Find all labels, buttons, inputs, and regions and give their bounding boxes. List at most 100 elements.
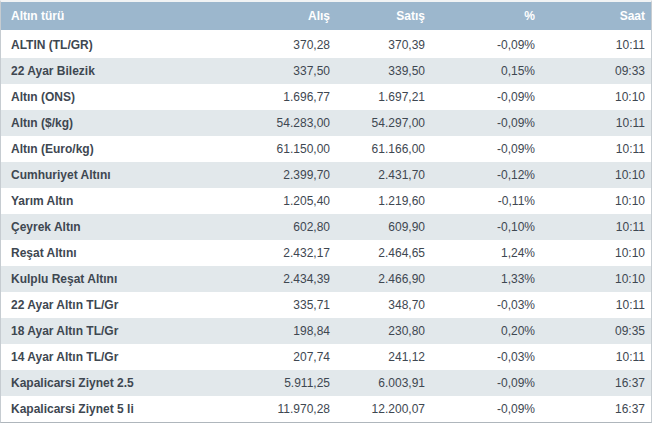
cell-type: Altın (Euro/kg) [1,136,239,162]
cell-buy: 5.911,25 [239,370,336,396]
cell-pct: -0,11% [431,188,541,214]
cell-sell: 2.466,90 [336,266,431,292]
cell-time: 10:11 [541,214,651,240]
table-row: Kapalicarsi Ziynet 2.55.911,256.003,91-0… [1,370,651,396]
table-row: ALTIN (TL/GR)370,28370,39-0,09%10:11 [1,31,651,58]
cell-pct: 1,24% [431,240,541,266]
cell-buy: 1.205,40 [239,188,336,214]
cell-type: Kapalicarsi Ziynet 5 li [1,396,239,422]
table-row: 22 Ayar Bilezik337,50339,500,15%09:33 [1,58,651,84]
table-row: Yarım Altın1.205,401.219,60-0,11%10:10 [1,188,651,214]
cell-time: 10:10 [541,240,651,266]
cell-pct: -0,09% [431,84,541,110]
cell-sell: 6.003,91 [336,370,431,396]
cell-pct: 0,20% [431,318,541,344]
table-row: Cumhuriyet Altını2.399,702.431,70-0,12%1… [1,162,651,188]
cell-time: 16:37 [541,396,651,422]
cell-pct: -0,09% [431,31,541,58]
cell-type: Yarım Altın [1,188,239,214]
table-row: Altın (Euro/kg)61.150,0061.166,00-0,09%1… [1,136,651,162]
table-row: Çeyrek Altın602,80609,90-0,10%10:11 [1,214,651,240]
cell-pct: -0,09% [431,396,541,422]
table-row: Kulplu Reşat Altını2.434,392.466,901,33%… [1,266,651,292]
cell-buy: 198,84 [239,318,336,344]
cell-sell: 241,12 [336,344,431,370]
column-header-sell: Satış [336,2,431,31]
cell-time: 10:11 [541,31,651,58]
cell-sell: 1.697,21 [336,84,431,110]
column-header-buy: Alış [239,2,336,31]
cell-buy: 207,74 [239,344,336,370]
cell-type: Kapalicarsi Ziynet 2.5 [1,370,239,396]
table-row: Kapalicarsi Ziynet 5 li11.970,2812.200,0… [1,396,651,422]
cell-time: 10:11 [541,136,651,162]
cell-pct: -0,12% [431,162,541,188]
cell-sell: 54.297,00 [336,110,431,136]
cell-pct: -0,03% [431,292,541,318]
cell-time: 10:10 [541,162,651,188]
cell-type: 18 Ayar Altın TL/Gr [1,318,239,344]
cell-buy: 11.970,28 [239,396,336,422]
cell-sell: 2.431,70 [336,162,431,188]
cell-sell: 230,80 [336,318,431,344]
cell-time: 09:35 [541,318,651,344]
table-header: Altın türüAlışSatış%Saat [1,2,651,31]
cell-type: 22 Ayar Bilezik [1,58,239,84]
cell-pct: -0,10% [431,214,541,240]
cell-type: Altın ($/kg) [1,110,239,136]
gold-prices-table: Altın türüAlışSatış%Saat ALTIN (TL/GR)37… [1,2,651,422]
cell-time: 16:37 [541,370,651,396]
cell-pct: -0,09% [431,110,541,136]
table-row: 22 Ayar Altın TL/Gr335,71348,70-0,03%10:… [1,292,651,318]
cell-time: 10:10 [541,84,651,110]
cell-sell: 61.166,00 [336,136,431,162]
cell-type: Kulplu Reşat Altını [1,266,239,292]
cell-sell: 12.200,07 [336,396,431,422]
cell-buy: 335,71 [239,292,336,318]
cell-time: 10:11 [541,292,651,318]
table-row: Altın (ONS)1.696,771.697,21-0,09%10:10 [1,84,651,110]
cell-type: 14 Ayar Altın TL/Gr [1,344,239,370]
cell-type: Reşat Altını [1,240,239,266]
cell-type: Altın (ONS) [1,84,239,110]
gold-prices-widget: Altın türüAlışSatış%Saat ALTIN (TL/GR)37… [0,0,652,423]
cell-buy: 1.696,77 [239,84,336,110]
cell-buy: 2.432,17 [239,240,336,266]
cell-sell: 339,50 [336,58,431,84]
cell-time: 10:10 [541,266,651,292]
cell-type: Çeyrek Altın [1,214,239,240]
cell-pct: -0,03% [431,344,541,370]
table-row: 18 Ayar Altın TL/Gr198,84230,800,20%09:3… [1,318,651,344]
cell-type: Cumhuriyet Altını [1,162,239,188]
cell-sell: 370,39 [336,31,431,58]
cell-buy: 337,50 [239,58,336,84]
cell-buy: 2.434,39 [239,266,336,292]
table-row: Altın ($/kg)54.283,0054.297,00-0,09%10:1… [1,110,651,136]
cell-pct: 1,33% [431,266,541,292]
cell-buy: 54.283,00 [239,110,336,136]
cell-sell: 1.219,60 [336,188,431,214]
cell-time: 10:11 [541,344,651,370]
column-header-pct: % [431,2,541,31]
cell-sell: 348,70 [336,292,431,318]
cell-buy: 61.150,00 [239,136,336,162]
table-header-row: Altın türüAlışSatış%Saat [1,2,651,31]
cell-time: 09:33 [541,58,651,84]
cell-type: 22 Ayar Altın TL/Gr [1,292,239,318]
cell-pct: -0,09% [431,136,541,162]
cell-buy: 2.399,70 [239,162,336,188]
table-row: Reşat Altını2.432,172.464,651,24%10:10 [1,240,651,266]
column-header-type: Altın türü [1,2,239,31]
cell-type: ALTIN (TL/GR) [1,31,239,58]
cell-time: 10:10 [541,188,651,214]
cell-time: 10:11 [541,110,651,136]
table-row: 14 Ayar Altın TL/Gr207,74241,12-0,03%10:… [1,344,651,370]
cell-sell: 2.464,65 [336,240,431,266]
cell-buy: 370,28 [239,31,336,58]
column-header-time: Saat [541,2,651,31]
table-body: ALTIN (TL/GR)370,28370,39-0,09%10:1122 A… [1,31,651,422]
cell-sell: 609,90 [336,214,431,240]
cell-pct: 0,15% [431,58,541,84]
cell-buy: 602,80 [239,214,336,240]
cell-pct: -0,09% [431,370,541,396]
